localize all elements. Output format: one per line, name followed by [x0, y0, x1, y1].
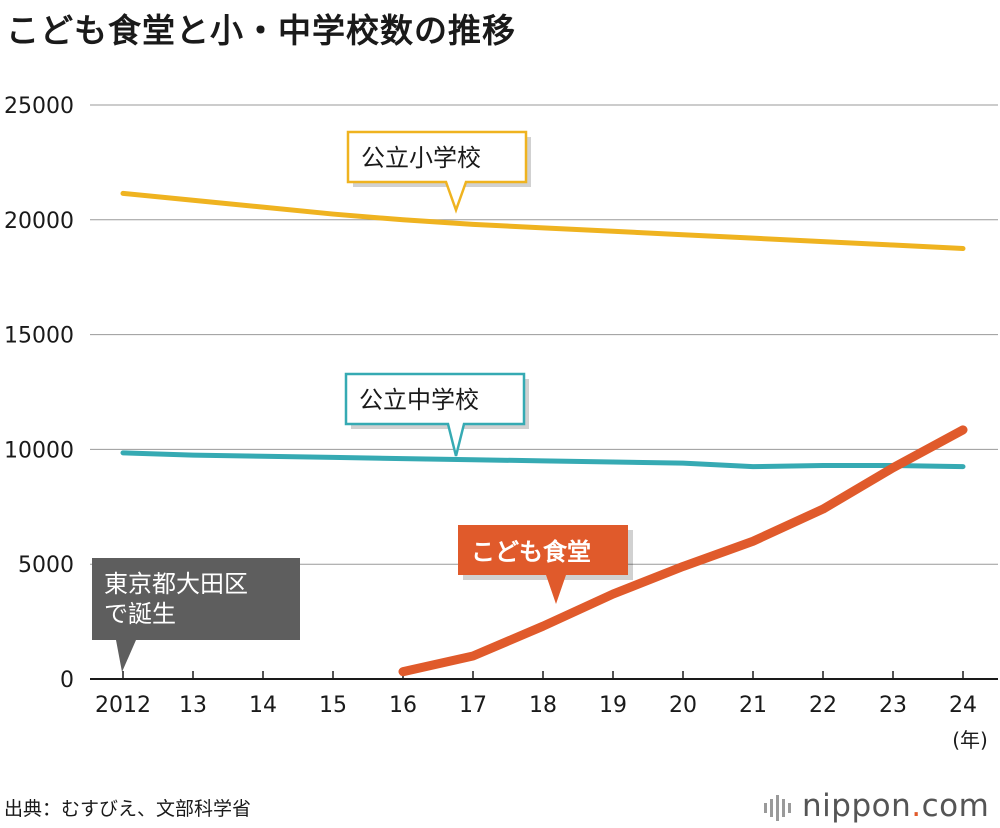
nippon-logo: nippon.com [764, 788, 989, 824]
line-chart: 0 5000 10000 15000 20000 25000 2012 13 14 15 16 17 1… [4, 94, 998, 752]
logo-name: nippon [802, 788, 912, 824]
callout-origin-text: 東京都大田区 [104, 570, 248, 598]
page-title: こども食堂と小・中学校数の推移 [6, 11, 516, 50]
x-tick-label: 14 [249, 693, 277, 718]
callout-kodomo-shokudo: こども食堂 [458, 525, 633, 604]
logo-tld: com [921, 788, 990, 824]
callout-kodomo-shokudo-text: こども食堂 [471, 538, 591, 566]
x-unit-label: (年) [952, 728, 988, 752]
x-tick-label: 22 [809, 693, 837, 718]
y-tick-label: 5000 [18, 553, 74, 578]
y-tick-label: 25000 [4, 94, 74, 119]
callout-junior-high-text: 公立中学校 [359, 386, 479, 414]
callout-junior-high: 公立中学校 [344, 372, 529, 457]
x-tick-label: 19 [599, 693, 627, 718]
x-tick-label: 21 [739, 693, 767, 718]
x-tick-label: 16 [389, 693, 417, 718]
callout-elementary-text: 公立小学校 [361, 144, 481, 172]
y-tick-label: 20000 [4, 209, 74, 234]
callout-elementary-box [346, 130, 528, 214]
callout-origin-text: で誕生 [104, 600, 176, 628]
x-tick-label: 2012 [95, 693, 151, 718]
junior-high-school-line [120, 450, 966, 470]
x-tick-label: 13 [179, 693, 207, 718]
x-tick-label: 18 [529, 693, 557, 718]
elementary-school-line [120, 190, 966, 251]
callout-origin-box [92, 558, 300, 672]
y-tick-label: 0 [60, 668, 74, 693]
logo-bars-icon [764, 788, 794, 824]
y-tick-label: 10000 [4, 438, 74, 463]
callout-kodomo-shokudo-box [458, 525, 628, 604]
logo-dot: . [911, 788, 922, 824]
x-tick-label: 15 [319, 693, 347, 718]
callout-elementary: 公立小学校 [346, 130, 531, 214]
x-tick-label: 23 [879, 693, 907, 718]
x-tick-label: 24 [949, 693, 977, 718]
x-tick-label: 20 [669, 693, 697, 718]
source-note: 出典：むすびえ、文部科学省 [4, 798, 252, 820]
y-tick-label: 15000 [4, 324, 74, 349]
kodomo-shokudo-line [398, 425, 968, 677]
callout-junior-high-box [344, 372, 526, 457]
x-tick-label: 17 [459, 693, 487, 718]
